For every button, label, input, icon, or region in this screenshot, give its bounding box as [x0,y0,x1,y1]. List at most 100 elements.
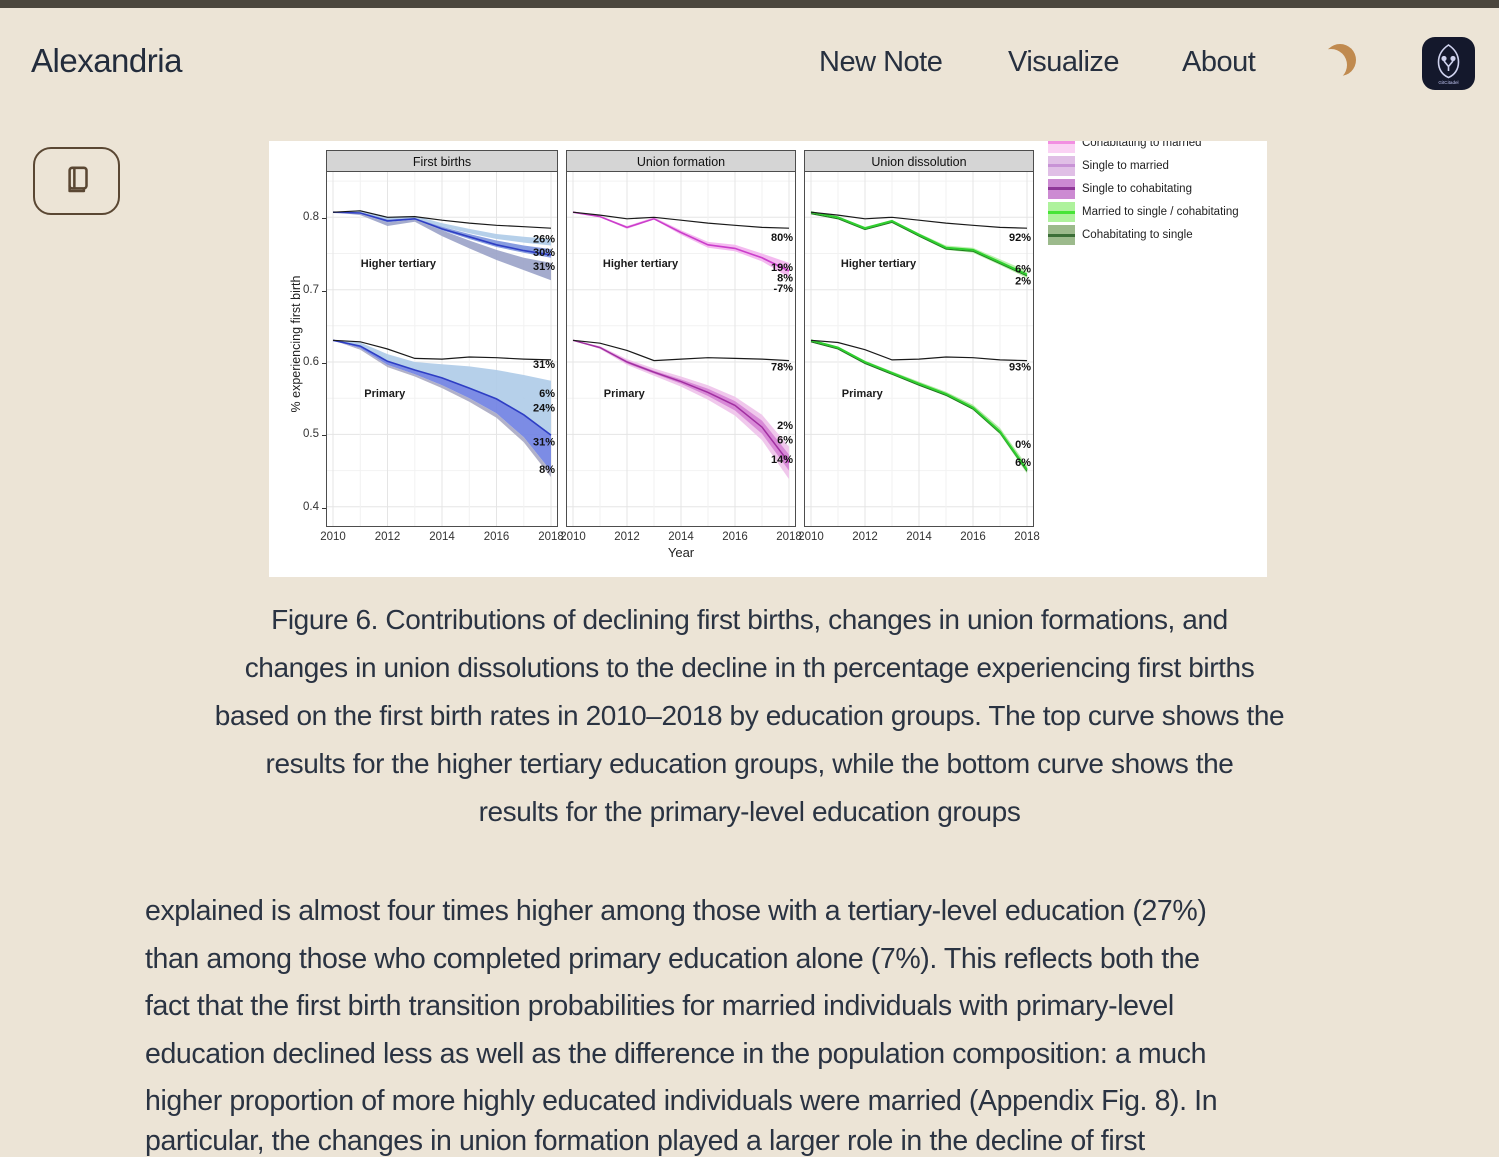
legend-label: Cohabitating to single [1082,229,1193,242]
svg-text:26%: 26% [533,233,555,245]
top-accent-bar [0,0,1499,8]
x-tick-label: 2010 [560,531,586,543]
svg-text:Higher tertiary: Higher tertiary [361,258,437,270]
caption-line: Figure 6. Contributions of declining fir… [271,604,1228,635]
chart-panel: First births Higher tertiary 26% 30% 31% Pri… [320,150,564,543]
x-tick-label: 2016 [483,531,510,543]
panel-plot: Higher tertiary 80% 19% 8% -7% Primary 78% 2% 6%… [566,171,796,527]
article-line: higher proportion of more highly educate… [145,1085,1218,1117]
x-axis-ticks: 2010 2012 2014 2016 2018 [560,531,802,547]
svg-text:GitCitadel: GitCitadel [1438,80,1458,85]
gitcitadel-logo-icon: GitCitadel [1437,44,1460,85]
svg-text:Higher tertiary: Higher tertiary [841,258,917,270]
legend-label: Married to single / cohabitating [1082,206,1239,219]
figure-6-chart: % experiencing first birth 0.4 0.5 0.6 0.7 0… [269,141,1267,577]
svg-text:24%: 24% [533,403,555,415]
chart-panel: Union dissolution Higher tertiary 92% 6% 2%… [798,150,1040,543]
article-line: explained is almost four times higher am… [145,895,1207,927]
panel-title: First births [326,150,558,172]
article-line: education declined less as well as the d… [145,1037,1207,1070]
svg-text:6%: 6% [1015,457,1031,469]
panel-title: Union formation [566,150,796,172]
article-line: than among those who completed primary e… [145,942,1200,975]
y-tick-mark [322,290,327,292]
y-tick-label: 0.7 [303,283,319,296]
legend-entry: Married to single / cohabitating [1048,201,1239,224]
y-tick-mark [322,218,327,220]
x-axis-ticks: 2010 2012 2014 2016 2018 [798,531,1040,547]
brand-logo[interactable]: Alexandria [31,42,182,79]
y-tick-label: 0.8 [303,211,319,224]
y-tick-label: 0.4 [303,500,319,513]
svg-text:Primary: Primary [364,388,406,400]
caption-line: changes in union dissolutions to the dec… [244,652,1255,683]
y-tick-mark [322,435,327,437]
svg-text:6%: 6% [777,434,793,446]
svg-text:31%: 31% [533,261,555,273]
svg-text:6%: 6% [539,388,555,400]
svg-text:93%: 93% [1009,361,1031,373]
figure-caption: Figure 6. Contributions of declining fir… [0,596,1499,836]
y-tick-mark [322,363,327,364]
legend-label: Cohabitating to married [1082,141,1202,149]
x-tick-label: 2012 [374,531,401,543]
svg-text:31%: 31% [533,359,555,371]
x-tick-label: 2010 [798,531,824,543]
panel-plot: Higher tertiary 26% 30% 31% Primary 31% 6% 24% 3… [326,171,558,527]
x-tick-label: 2014 [906,531,932,543]
svg-text:78%: 78% [771,361,793,373]
x-tick-label: 2018 [776,531,802,543]
legend-swatch [1048,178,1075,199]
moon-icon[interactable] [1324,44,1356,76]
x-axis-label: Year [667,545,695,560]
chart-panel: Union formation Higher tertiary 80% 19% 8% -… [560,150,802,543]
svg-text:14%: 14% [771,454,793,466]
legend-entry: Cohabitating to married [1048,141,1239,154]
article-clipped-line: particular, the changes in union formati… [145,1124,1145,1157]
caption-line: based on the first birth rates in 2010–2… [214,700,1285,731]
legend-swatch [1048,141,1075,153]
svg-text:80%: 80% [771,232,793,244]
x-tick-label: 2012 [614,531,640,543]
legend-entry: Single to married [1048,154,1239,177]
nav-about[interactable]: About [1182,46,1256,78]
x-tick-label: 2012 [852,531,878,543]
svg-text:Higher tertiary: Higher tertiary [603,258,679,270]
legend-entry: Single to cohabitating [1048,177,1239,200]
article-paragraph: explained is almost four times higher am… [145,888,1405,1156]
nav-visualize[interactable]: Visualize [1008,46,1120,78]
svg-text:0%: 0% [1015,439,1031,451]
svg-text:6%: 6% [1015,264,1031,276]
main-nav: New Note Visualize About [0,46,1499,96]
legend-swatch [1048,202,1075,223]
panel-title: Union dissolution [804,150,1034,172]
panel-plot: Higher tertiary 92% 6% 2% Primary 93% 0% 6% [804,171,1034,527]
x-tick-label: 2014 [429,531,455,543]
y-tick-label: 0.5 [303,428,319,441]
svg-text:2%: 2% [1015,275,1031,287]
y-tick-mark [322,507,327,509]
svg-text:Primary: Primary [604,388,646,400]
caption-line: results for the primary-level education … [478,796,1021,827]
svg-text:-7%: -7% [773,283,793,295]
legend-entry: Cohabitating to single [1048,224,1239,247]
nav-new-note[interactable]: New Note [819,46,943,78]
gitcitadel-badge[interactable]: GitCitadel [1422,37,1475,90]
y-axis-label: % experiencing first birth [289,275,303,413]
x-tick-label: 2010 [320,531,346,543]
svg-text:8%: 8% [777,272,793,284]
x-tick-label: 2016 [722,531,748,543]
reader-button[interactable] [33,147,120,215]
legend-label: Single to cohabitating [1082,182,1192,195]
chart-legend: Cohabitating to married Single to marrie… [1048,141,1239,247]
svg-text:31%: 31% [533,437,555,449]
legend-swatch [1048,155,1075,176]
svg-text:Primary: Primary [842,388,884,400]
article-line: fact that the first birth transition pro… [145,990,1174,1022]
svg-text:2%: 2% [777,420,793,432]
svg-text:92%: 92% [1009,232,1031,244]
book-icon [67,166,88,193]
svg-text:19%: 19% [771,262,793,274]
y-tick-label: 0.6 [303,356,319,368]
x-tick-label: 2016 [960,531,986,543]
